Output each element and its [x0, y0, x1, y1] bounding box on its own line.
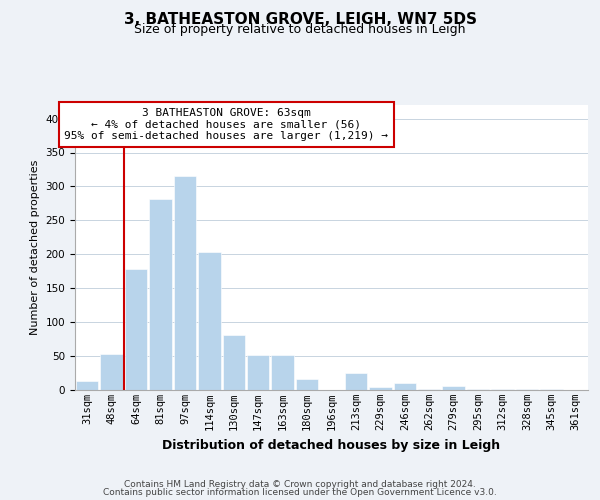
Text: Contains public sector information licensed under the Open Government Licence v3: Contains public sector information licen…: [103, 488, 497, 497]
Bar: [223, 335, 245, 390]
Bar: [442, 386, 465, 390]
Text: 3, BATHEASTON GROVE, LEIGH, WN7 5DS: 3, BATHEASTON GROVE, LEIGH, WN7 5DS: [124, 12, 476, 28]
Bar: [149, 200, 172, 390]
Bar: [271, 356, 294, 390]
Bar: [491, 388, 514, 390]
Bar: [76, 381, 98, 390]
Text: 3 BATHEASTON GROVE: 63sqm
← 4% of detached houses are smaller (56)
95% of semi-d: 3 BATHEASTON GROVE: 63sqm ← 4% of detach…: [64, 108, 388, 141]
Bar: [198, 252, 221, 390]
Bar: [344, 373, 367, 390]
Bar: [296, 379, 319, 390]
Bar: [173, 176, 196, 390]
Text: Contains HM Land Registry data © Crown copyright and database right 2024.: Contains HM Land Registry data © Crown c…: [124, 480, 476, 489]
Bar: [418, 388, 440, 390]
Bar: [394, 383, 416, 390]
X-axis label: Distribution of detached houses by size in Leigh: Distribution of detached houses by size …: [163, 438, 500, 452]
Text: Size of property relative to detached houses in Leigh: Size of property relative to detached ho…: [134, 22, 466, 36]
Bar: [369, 386, 392, 390]
Bar: [125, 269, 148, 390]
Bar: [247, 356, 269, 390]
Bar: [100, 354, 123, 390]
Y-axis label: Number of detached properties: Number of detached properties: [30, 160, 40, 335]
